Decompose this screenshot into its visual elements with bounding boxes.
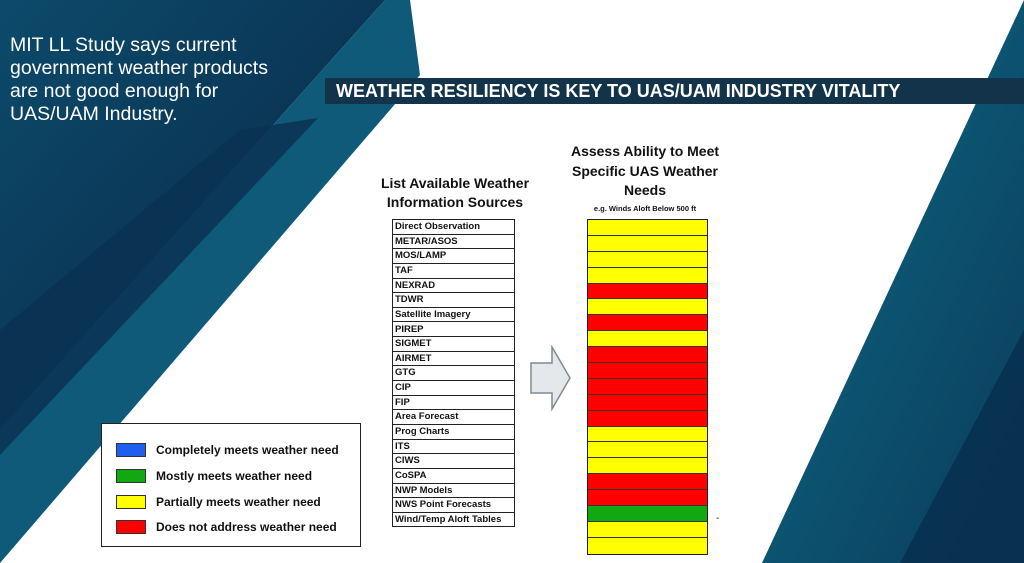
- sources-table: Direct Observation METAR/ASOS MOS/LAMP TAF N…: [392, 219, 515, 528]
- legend-item: Mostly meets weather need: [116, 467, 312, 485]
- example-note: e.g. Winds Aloft Below 500 ft: [593, 204, 697, 213]
- source-row: Direct Observation: [392, 219, 515, 235]
- rating-cell: [588, 347, 707, 364]
- source-name: MOS/LAMP: [392, 248, 515, 264]
- source-name: Area Forecast: [392, 409, 515, 425]
- source-name: NWP Models: [392, 482, 515, 499]
- legend-swatch: [116, 469, 146, 483]
- source-row: Area Forecast: [392, 409, 515, 425]
- intro-line: government weather products: [10, 57, 268, 79]
- source-name: ITS: [392, 438, 515, 455]
- source-row: NWS Point Forecasts: [392, 497, 515, 513]
- legend: Completely meets weather need Mostly meet…: [101, 423, 361, 547]
- assess-title-line: Needs: [623, 182, 667, 198]
- source-name: Satellite Imagery: [392, 306, 515, 323]
- legend-label: Partially meets weather need: [156, 495, 321, 509]
- stray-dash: -: [716, 513, 720, 524]
- legend-label: Completely meets weather need: [156, 443, 339, 457]
- source-row: TAF: [392, 262, 515, 279]
- intro-line: UAS/UAM Industry.: [10, 103, 178, 125]
- rating-cell: [588, 378, 707, 395]
- rating-cell: [588, 251, 707, 268]
- rating-cell: [588, 458, 707, 475]
- rating-cell: [588, 506, 707, 522]
- source-row: MOS/LAMP: [392, 248, 515, 264]
- source-name: METAR/ASOS: [392, 233, 515, 250]
- rating-cell: [588, 299, 707, 316]
- rating-column: [587, 219, 708, 555]
- sources-title-line: List Available Weather: [380, 175, 530, 191]
- legend-item: Completely meets weather need: [116, 441, 339, 459]
- title-banner: WEATHER RESILIENCY IS KEY TO UAS/UAM IND…: [325, 78, 1024, 104]
- source-row: NWP Models: [392, 482, 515, 499]
- source-row: PIREP: [392, 321, 515, 338]
- legend-swatch: [116, 495, 146, 509]
- legend-swatch: [116, 443, 146, 457]
- intro-line: are not good enough for: [10, 80, 219, 102]
- source-row: SIGMET: [392, 336, 515, 352]
- source-row: Wind/Temp Aloft Tables: [392, 511, 515, 528]
- rating-cell: [588, 474, 707, 491]
- source-name: PIREP: [392, 321, 515, 338]
- left-deep-panel: [0, 118, 318, 455]
- source-row: GTG: [392, 365, 515, 382]
- rating-cell: [588, 220, 707, 236]
- right-teal-panel: [762, 0, 1024, 563]
- rating-cell: [588, 331, 707, 348]
- legend-label: Mostly meets weather need: [156, 469, 313, 483]
- rating-cell: [588, 521, 707, 538]
- sources-title-line: Information Sources: [386, 194, 524, 210]
- source-row: TDWR: [392, 292, 515, 308]
- source-row: FIP: [392, 394, 515, 411]
- rating-cell: [588, 490, 707, 507]
- source-row: METAR/ASOS: [392, 233, 515, 250]
- source-name: NEXRAD: [392, 277, 515, 294]
- source-name: GTG: [392, 365, 515, 382]
- rating-cell: [588, 315, 707, 332]
- rating-cell: [588, 283, 707, 300]
- source-name: TAF: [392, 262, 515, 279]
- source-row: Prog Charts: [392, 423, 515, 440]
- rating-cell: [588, 363, 707, 379]
- legend-label: Does not address weather need: [156, 520, 337, 534]
- source-row: NEXRAD: [392, 277, 515, 294]
- rating-cell: [588, 235, 707, 252]
- source-name: CoSPA: [392, 467, 515, 484]
- source-row: Satellite Imagery: [392, 306, 515, 323]
- assess-title-line: Assess Ability to Meet: [570, 143, 720, 159]
- rating-cell: [588, 267, 707, 284]
- sources-title: List Available Weather Information Sourc…: [370, 174, 540, 212]
- legend-item: Partially meets weather need: [116, 493, 321, 511]
- right-dark-panel: [900, 330, 1024, 563]
- intro-text: MIT LL Study says current government wea…: [10, 34, 310, 126]
- source-name: TDWR: [392, 292, 515, 308]
- rating-cell: [588, 426, 707, 443]
- source-name: CIWS: [392, 453, 515, 469]
- source-name: CIP: [392, 380, 515, 396]
- rating-cell: [588, 394, 707, 411]
- source-row: CIP: [392, 380, 515, 396]
- source-name: SIGMET: [392, 336, 515, 352]
- assess-title: Assess Ability to Meet Specific UAS Weat…: [562, 142, 728, 201]
- assess-title-line: Specific UAS Weather: [571, 162, 718, 179]
- rating-cell: [588, 410, 707, 427]
- left-teal-panel: [0, 0, 420, 563]
- source-name: Direct Observation: [392, 219, 515, 235]
- source-name: AIRMET: [392, 350, 515, 367]
- rating-cell: [588, 537, 707, 554]
- source-name: NWS Point Forecasts: [392, 497, 515, 513]
- source-name: Wind/Temp Aloft Tables: [392, 511, 515, 528]
- source-name: Prog Charts: [392, 423, 515, 440]
- legend-item: Does not address weather need: [116, 518, 337, 536]
- source-row: ITS: [392, 438, 515, 455]
- rating-cell: [588, 442, 707, 459]
- source-row: AIRMET: [392, 350, 515, 367]
- right-arrow-icon: [530, 345, 571, 411]
- intro-line: MIT LL Study says current: [10, 34, 237, 56]
- source-name: FIP: [392, 394, 515, 411]
- legend-swatch: [116, 520, 146, 534]
- source-row: CoSPA: [392, 467, 515, 484]
- source-row: CIWS: [392, 453, 515, 469]
